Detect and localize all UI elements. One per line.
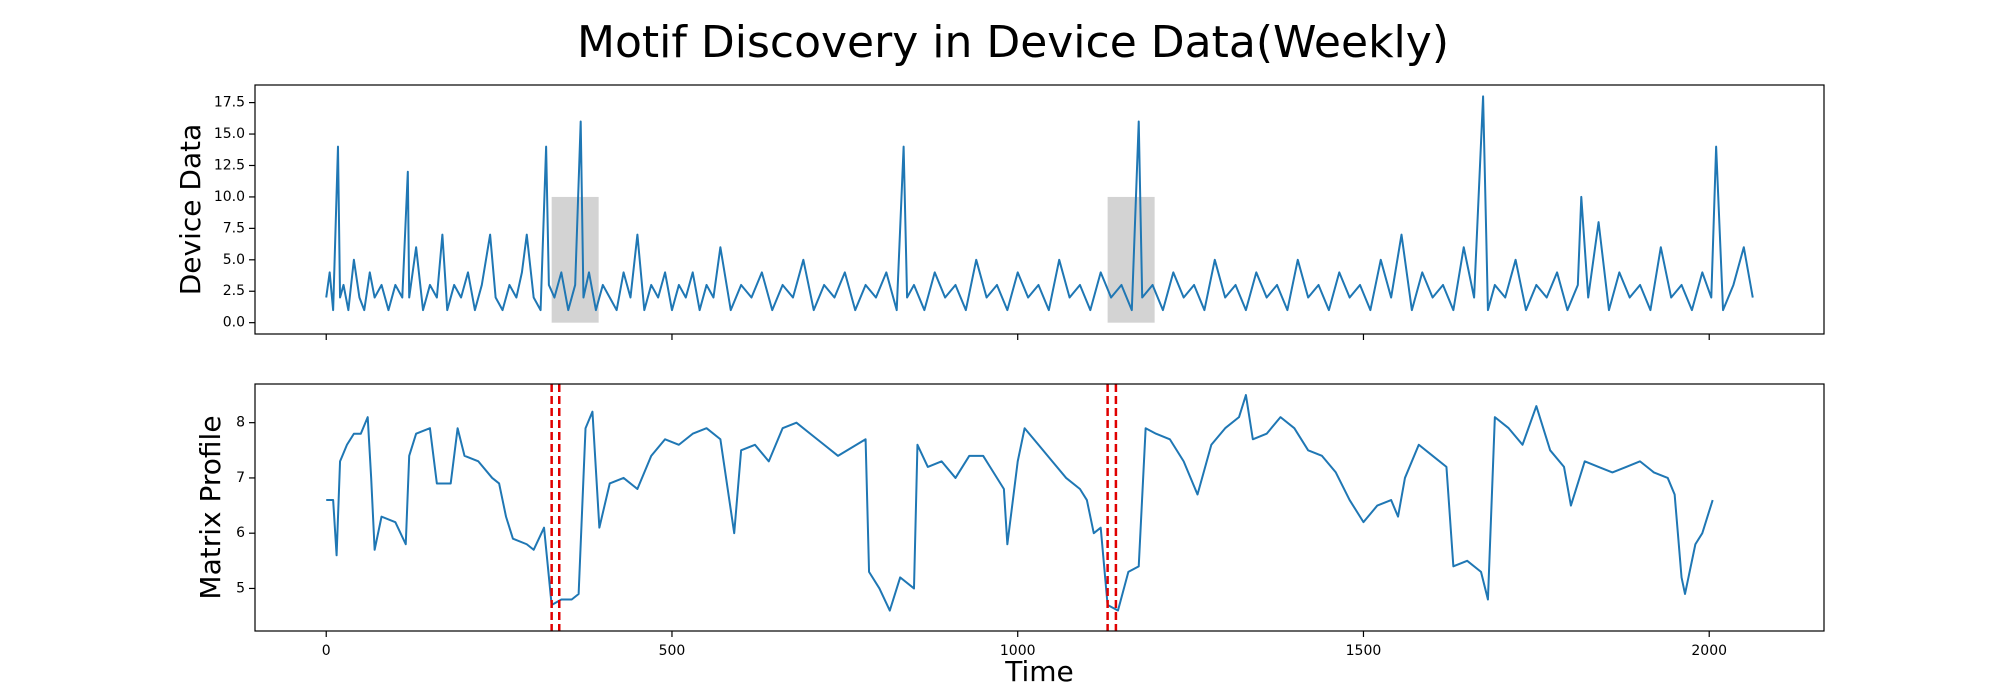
y-tick-label: 15.0 <box>214 126 245 142</box>
chart-title: Motif Discovery in Device Data(Weekly) <box>577 17 1449 68</box>
x-tick-label: 500 <box>659 643 686 659</box>
x-tick-label: 1000 <box>1000 643 1036 659</box>
y-tick-label: 5.0 <box>223 252 245 268</box>
y-tick-label: 0.0 <box>223 315 245 331</box>
x-axis-label: Time <box>1004 655 1074 688</box>
y-tick-label: 8 <box>236 415 245 431</box>
series-line <box>326 394 1714 612</box>
y-tick-label: 6 <box>236 525 245 541</box>
axes-frame <box>254 383 1825 632</box>
y-tick-label: 7 <box>236 470 245 486</box>
y-tick-label: 10.0 <box>214 189 245 205</box>
y-axis-label: Device Data <box>174 124 207 296</box>
axes-frame <box>254 84 1825 335</box>
y-tick-label: 12.5 <box>214 157 245 173</box>
x-tick-label: 1500 <box>1346 643 1382 659</box>
x-tick-label: 0 <box>322 643 331 659</box>
x-tick-label: 2000 <box>1691 643 1727 659</box>
series-line <box>325 95 1754 312</box>
y-tick-label: 2.5 <box>223 283 245 299</box>
y-tick-label: 5 <box>236 580 245 596</box>
y-tick-label: 7.5 <box>223 220 245 236</box>
y-axis-label: Matrix Profile <box>194 415 227 599</box>
y-tick-label: 17.5 <box>214 95 245 111</box>
